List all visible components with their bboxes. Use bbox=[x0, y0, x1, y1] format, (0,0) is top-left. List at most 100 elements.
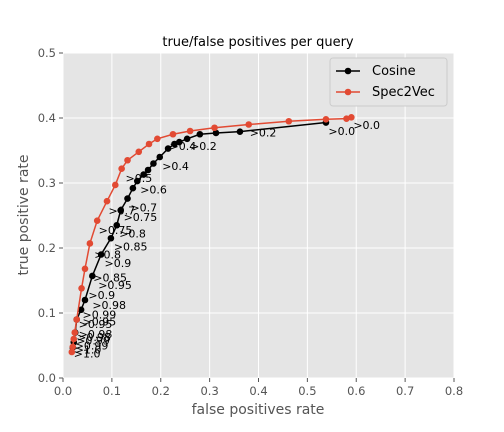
x-tick-label: 0.0 bbox=[54, 384, 72, 398]
data-point-cosine bbox=[133, 177, 141, 185]
threshold-label: >0.98 bbox=[92, 299, 126, 312]
annotation-layer: >1.0>1.0>0.99>0.99>0.98>0.98>0.95>0.95>0… bbox=[74, 119, 380, 360]
x-axis-label: false positives rate bbox=[192, 402, 325, 418]
y-tick-label: 0.0 bbox=[38, 371, 56, 385]
threshold-label: >0.2 bbox=[250, 126, 277, 139]
threshold-label: >0.85 bbox=[114, 241, 148, 254]
data-point-spec2vec bbox=[81, 265, 89, 273]
y-tick-label: 0.1 bbox=[38, 306, 56, 320]
threshold-label: >0.4 bbox=[170, 140, 197, 153]
data-point-spec2vec bbox=[348, 114, 355, 121]
data-point-cosine bbox=[164, 145, 172, 152]
threshold-label: >1.0 bbox=[75, 343, 102, 356]
threshold-label: >0.98 bbox=[79, 328, 113, 341]
data-point-spec2vec bbox=[68, 348, 76, 356]
data-point-spec2vec bbox=[154, 135, 161, 143]
series-layer bbox=[68, 114, 355, 356]
data-point-spec2vec bbox=[73, 316, 80, 323]
threshold-label: >0.8 bbox=[94, 249, 121, 262]
data-point-spec2vec bbox=[169, 130, 177, 138]
legend: Cosine Spec2Vec bbox=[329, 57, 448, 107]
data-point-spec2vec bbox=[186, 127, 194, 135]
data-point-cosine bbox=[183, 135, 191, 143]
threshold-label: >0.7 bbox=[108, 204, 135, 217]
data-point-cosine bbox=[156, 153, 164, 161]
x-tick-label: 0.1 bbox=[103, 384, 121, 398]
threshold-label: >0.0 bbox=[353, 119, 380, 132]
x-tick-label: 0.5 bbox=[298, 384, 316, 398]
data-point-cosine bbox=[117, 207, 124, 214]
data-point-cosine bbox=[129, 184, 137, 192]
data-point-spec2vec bbox=[211, 124, 218, 132]
data-point-cosine bbox=[81, 296, 89, 304]
legend-marker-cosine bbox=[344, 67, 352, 75]
y-tick-label: 0.3 bbox=[38, 176, 56, 190]
data-point-cosine bbox=[196, 130, 204, 138]
legend-marker-spec2vec bbox=[344, 88, 352, 96]
data-point-spec2vec bbox=[103, 197, 111, 205]
data-point-spec2vec bbox=[69, 343, 77, 351]
data-point-spec2vec bbox=[285, 117, 293, 125]
x-tick-label: 0.7 bbox=[396, 384, 414, 398]
threshold-label: >0.75 bbox=[124, 211, 158, 224]
legend-label-cosine: Cosine bbox=[372, 64, 416, 79]
threshold-label: >0.2 bbox=[190, 140, 217, 153]
threshold-label: >1.0 bbox=[74, 347, 101, 360]
threshold-label: >0.95 bbox=[98, 279, 132, 292]
data-point-spec2vec bbox=[71, 329, 79, 336]
threshold-label: >0.9 bbox=[105, 257, 132, 270]
threshold-label: >0.99 bbox=[76, 334, 110, 347]
x-tick-label: 0.6 bbox=[347, 384, 365, 398]
data-point-cosine bbox=[113, 221, 121, 229]
data-point-spec2vec bbox=[322, 116, 330, 123]
data-point-spec2vec bbox=[245, 121, 253, 128]
data-point-spec2vec bbox=[135, 148, 143, 156]
threshold-label: >0.85 bbox=[93, 271, 127, 284]
data-point-spec2vec bbox=[70, 335, 78, 343]
data-point-cosine bbox=[212, 129, 220, 137]
threshold-label: >0.8 bbox=[119, 228, 146, 241]
data-point-spec2vec bbox=[118, 165, 125, 172]
threshold-label: >0.99 bbox=[75, 340, 109, 353]
threshold-label: >0.6 bbox=[140, 184, 167, 197]
data-point-spec2vec bbox=[145, 140, 153, 148]
x-tick-label: 0.4 bbox=[249, 384, 267, 398]
threshold-label: >0.7 bbox=[130, 202, 157, 215]
data-point-cosine bbox=[176, 138, 183, 146]
threshold-label: >0.75 bbox=[99, 224, 133, 237]
y-axis-label: true positive rate bbox=[16, 155, 32, 276]
data-point-cosine bbox=[89, 272, 96, 280]
threshold-label: >0.98 bbox=[77, 331, 111, 344]
data-point-spec2vec bbox=[124, 156, 131, 164]
threshold-label: >0.0 bbox=[328, 125, 355, 138]
y-tick-label: 0.4 bbox=[38, 111, 56, 125]
threshold-label: >0.9 bbox=[88, 289, 115, 302]
x-tick-label: 0.8 bbox=[445, 384, 463, 398]
data-point-cosine bbox=[97, 251, 105, 258]
x-tick-label: 0.2 bbox=[152, 384, 170, 398]
data-point-cosine bbox=[236, 128, 244, 135]
legend-label-spec2vec: Spec2Vec bbox=[372, 85, 435, 100]
y-tick-label: 0.5 bbox=[38, 46, 56, 60]
threshold-label: >0.95 bbox=[79, 318, 113, 331]
grid bbox=[62, 52, 455, 379]
data-point-cosine bbox=[150, 160, 157, 167]
data-point-cosine bbox=[107, 234, 115, 242]
threshold-label: >0.95 bbox=[83, 315, 117, 328]
data-point-cosine bbox=[124, 195, 131, 202]
legend-box bbox=[329, 57, 448, 107]
data-point-spec2vec bbox=[111, 181, 119, 189]
data-point-spec2vec bbox=[86, 240, 94, 247]
threshold-label: >0.99 bbox=[83, 308, 117, 321]
data-point-spec2vec bbox=[93, 217, 101, 224]
x-axis-ticks: 0.0 0.1 0.2 0.3 0.4 0.5 0.6 0.7 0.8 bbox=[54, 378, 463, 398]
threshold-label: >0.5 bbox=[126, 172, 153, 185]
data-point-cosine bbox=[140, 171, 147, 178]
chart-title: true/false positives per query bbox=[162, 35, 354, 50]
y-axis-ticks: 0.0 0.1 0.2 0.3 0.4 0.5 bbox=[38, 46, 63, 385]
data-point-cosine bbox=[77, 306, 85, 314]
data-point-cosine bbox=[144, 166, 152, 174]
y-tick-label: 0.2 bbox=[38, 241, 56, 255]
x-tick-label: 0.3 bbox=[200, 384, 218, 398]
